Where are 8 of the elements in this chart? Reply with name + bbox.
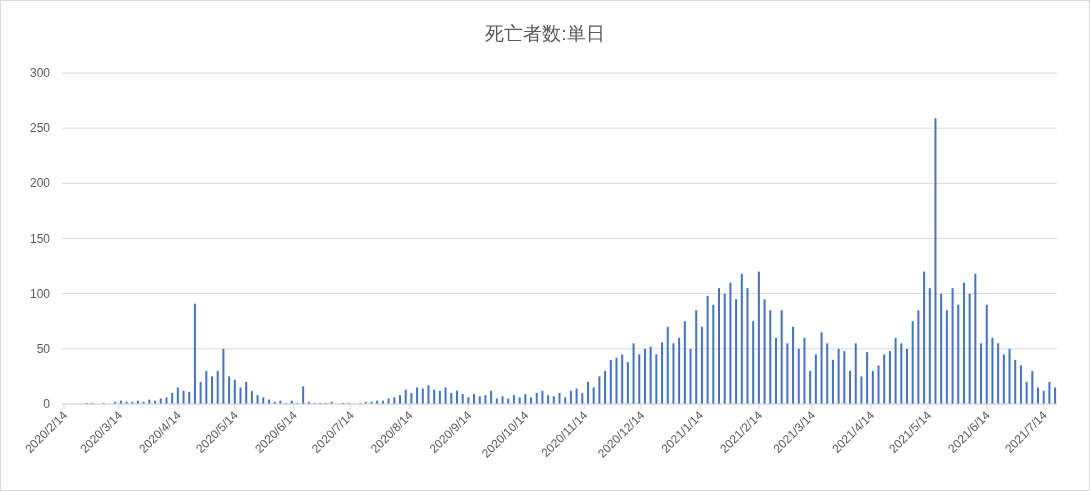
chart-title: 死亡者数:単日 xyxy=(485,23,605,44)
y-tick-label: 0 xyxy=(43,397,51,411)
y-tick-label: 300 xyxy=(29,66,51,80)
y-tick-label: 100 xyxy=(29,286,51,301)
y-tick-label: 250 xyxy=(29,121,51,136)
y-tick-label: 50 xyxy=(36,341,51,356)
y-tick-label: 150 xyxy=(29,231,51,246)
y-tick-label: 200 xyxy=(29,176,51,191)
